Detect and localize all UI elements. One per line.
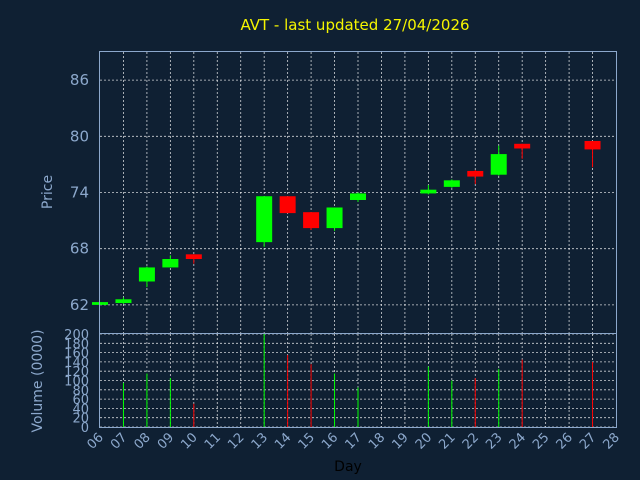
price-tick-label: 68	[70, 240, 89, 258]
candle-body	[350, 193, 366, 200]
candle-body	[138, 267, 155, 282]
day-tick-label: 20	[413, 430, 435, 452]
price-axis-label: Price	[40, 175, 56, 209]
price-tick-label: 62	[70, 296, 89, 314]
day-tick-labels: 06 07 08 09 10 11 12 13 14 15 16 17 18 19 20 21 22 23 24 25…	[85, 430, 623, 452]
chart-title: AVT - last updated 27/04/2026	[240, 16, 469, 34]
candle-body	[185, 254, 202, 260]
day-tick-label: 09	[155, 430, 177, 452]
day-tick-label: 16	[319, 430, 341, 452]
candle-body	[443, 180, 460, 187]
day-tick-label: 13	[249, 430, 271, 452]
volume-tick-label: 80	[72, 384, 89, 399]
day-tick-label: 26	[554, 430, 576, 452]
volume-axis-label: Volume (0000)	[30, 329, 46, 432]
day-tick-label: 11	[202, 430, 224, 452]
day-axis-label: Day	[334, 459, 362, 475]
volume-tick-label: 60	[72, 393, 89, 408]
candle-body	[303, 212, 320, 229]
volume-tick-label: 140	[64, 356, 89, 371]
candle-body	[514, 143, 531, 149]
day-tick-label: 07	[108, 430, 130, 452]
day-tick-label: 14	[272, 430, 294, 452]
day-tick-label: 22	[460, 430, 482, 452]
day-tick-label: 19	[389, 430, 411, 452]
day-tick-label: 27	[577, 430, 599, 452]
day-tick-label: 10	[178, 430, 200, 452]
day-tick-label: 15	[296, 430, 318, 452]
day-tick-label: 18	[366, 430, 388, 452]
day-tick-label: 17	[343, 430, 365, 452]
candle-body	[326, 207, 343, 229]
candle-body	[420, 189, 437, 194]
volume-panel-frame	[99, 333, 617, 428]
candle-body	[162, 259, 179, 268]
volume-tick-label: 0	[81, 421, 89, 436]
price-tick-label: 86	[70, 71, 89, 89]
volume-tick-label: 160	[64, 347, 89, 362]
day-tick-label: 24	[507, 430, 529, 452]
candlestick-series	[92, 140, 601, 305]
day-tick-label: 12	[225, 430, 247, 452]
candle-body	[490, 154, 507, 175]
price-tick-label: 80	[70, 127, 89, 145]
volume-tick-label: 20	[72, 412, 89, 427]
day-tick-label: 28	[601, 430, 623, 452]
volume-tick-label: 40	[72, 402, 89, 417]
price-tick-labels: 62 68 74 80 86	[70, 71, 89, 314]
day-tick-label: 21	[436, 430, 458, 452]
candle-body	[279, 196, 296, 214]
volume-tick-label: 200	[64, 328, 89, 343]
candle-body	[584, 140, 601, 150]
volume-tick-label: 180	[64, 337, 89, 352]
candle-body	[467, 170, 484, 177]
price-tick-label: 74	[70, 184, 89, 202]
volume-tick-label: 100	[64, 375, 89, 390]
day-tick-label: 25	[530, 430, 552, 452]
candle-body	[256, 196, 273, 243]
day-tick-label: 23	[483, 430, 505, 452]
day-tick-label: 08	[131, 430, 153, 452]
candle-body	[115, 299, 132, 304]
volume-series	[122, 334, 594, 427]
volume-tick-label: 120	[64, 365, 89, 380]
